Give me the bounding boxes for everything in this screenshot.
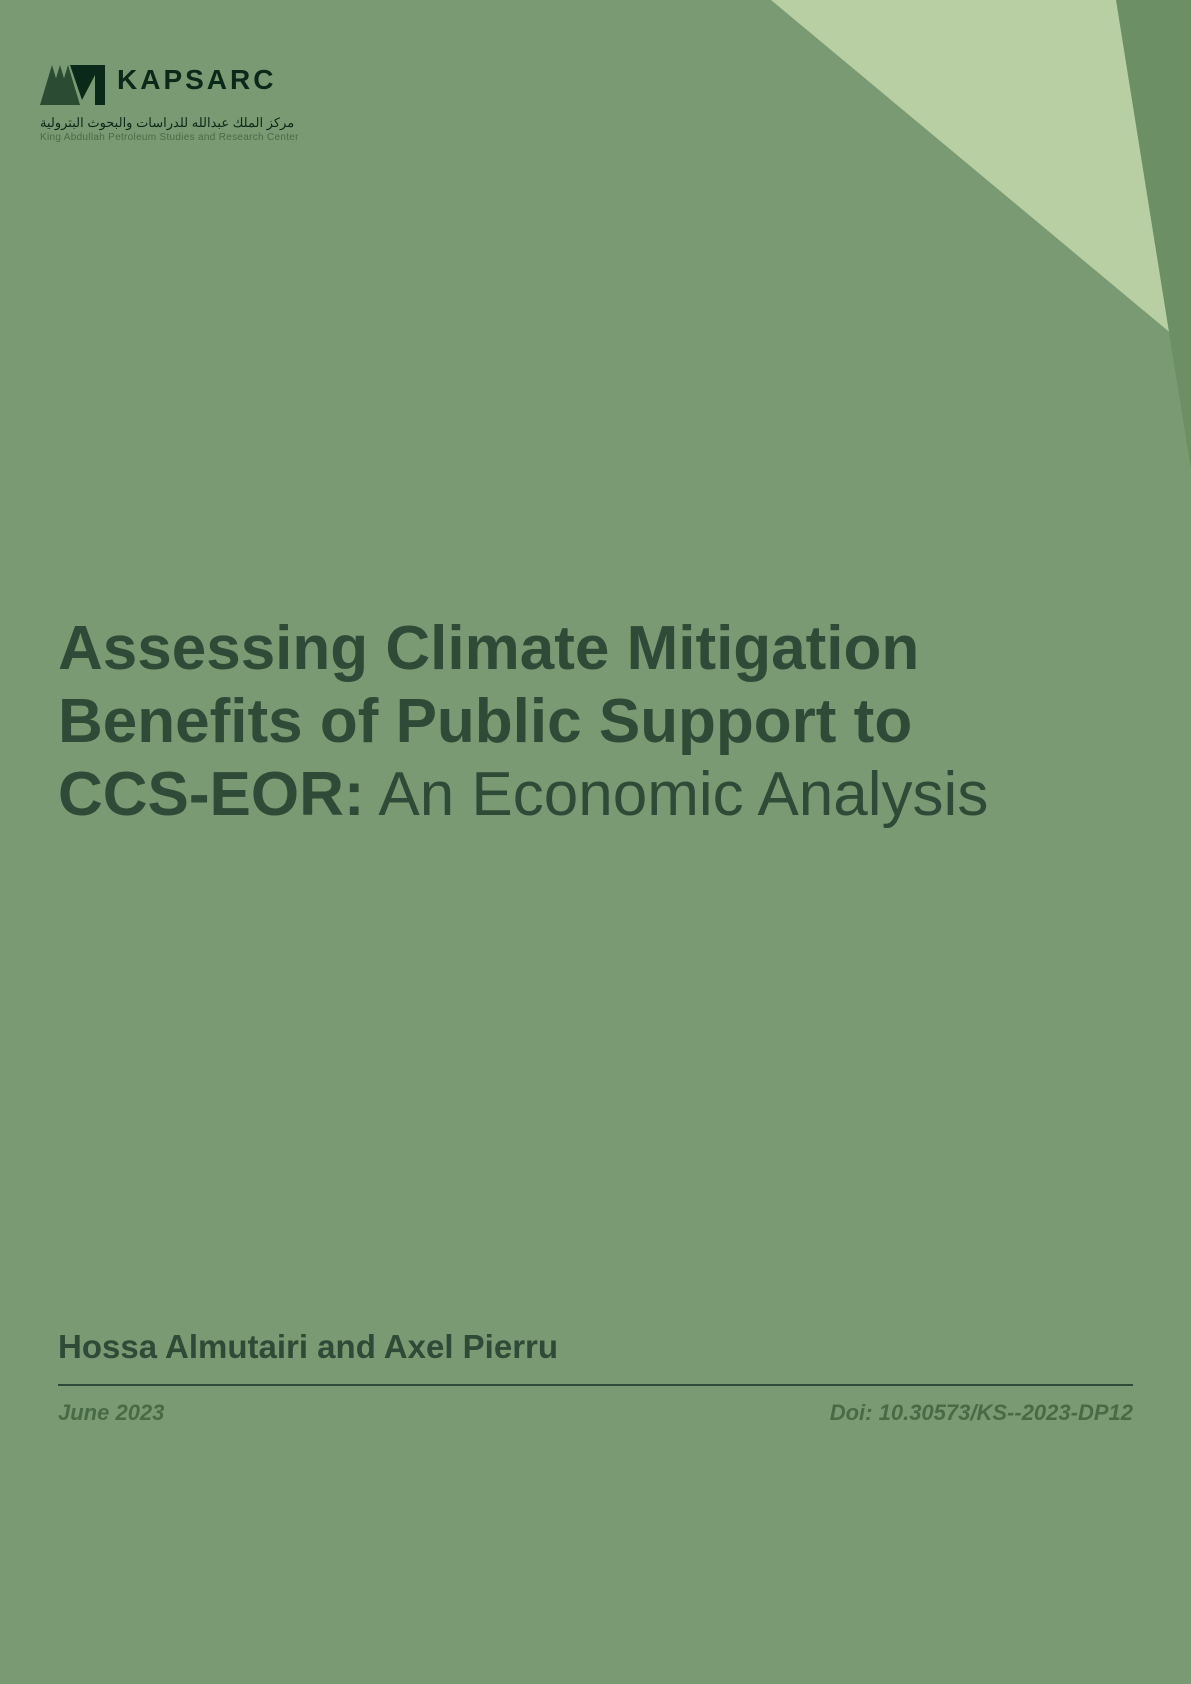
logo-mark: KAPSARC [40, 55, 299, 105]
footer-section: June 2023 Doi: 10.30573/KS--2023-DP12 [58, 1400, 1133, 1426]
logo-arabic-text: مركز الملك عبدالله للدراسات والبحوث البت… [40, 115, 299, 131]
corner-decoration-dark [1116, 0, 1191, 470]
logo-english-text: King Abdullah Petroleum Studies and Rese… [40, 132, 299, 143]
title-line1: Assessing Climate Mitigation [58, 614, 919, 683]
logo-brand-text: KAPSARC [117, 64, 276, 96]
authors-text: Hossa Almutairi and Axel Pierru [58, 1328, 1133, 1366]
title-line3-regular: An Economic Analysis [365, 760, 989, 829]
logo-section: KAPSARC مركز الملك عبدالله للدراسات والب… [40, 55, 299, 143]
title-line2: Benefits of Public Support to [58, 687, 912, 756]
document-title: Assessing Climate Mitigation Benefits of… [58, 612, 1133, 831]
publication-date: June 2023 [58, 1400, 164, 1426]
doi-text: Doi: 10.30573/KS--2023-DP12 [830, 1400, 1133, 1426]
kapsarc-logo-icon [40, 55, 105, 105]
title-section: Assessing Climate Mitigation Benefits of… [58, 612, 1133, 831]
cover-page: KAPSARC مركز الملك عبدالله للدراسات والب… [0, 0, 1191, 1684]
title-line3-bold: CCS-EOR: [58, 760, 365, 829]
divider-line [58, 1384, 1133, 1386]
